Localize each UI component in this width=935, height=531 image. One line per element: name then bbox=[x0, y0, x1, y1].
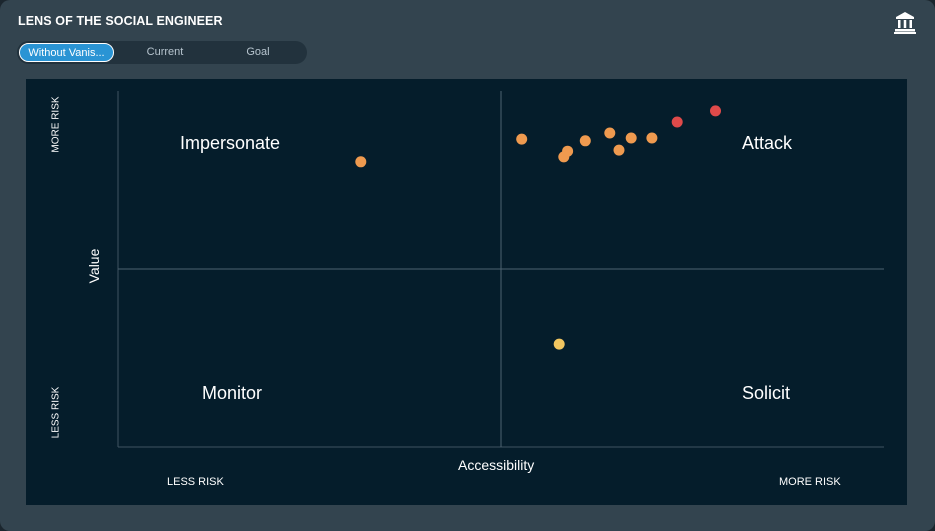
y-axis-high-label: MORE RISK bbox=[50, 96, 62, 153]
x-axis-high-label: MORE RISK bbox=[779, 476, 841, 488]
bank-building-icon bbox=[893, 11, 917, 35]
chart-canvas bbox=[117, 91, 884, 448]
quadrant-label-solicit: Solicit bbox=[742, 383, 791, 403]
data-point-12[interactable] bbox=[553, 338, 565, 350]
risk-quadrant-chart: MORE RISK LESS RISK Value Accessibility … bbox=[26, 79, 907, 505]
points-layer bbox=[355, 105, 721, 350]
toggle-goal[interactable]: Goal bbox=[246, 46, 270, 58]
data-point-5[interactable] bbox=[579, 135, 591, 147]
data-point-7[interactable] bbox=[613, 144, 625, 156]
quadrant-label-impersonate: Impersonate bbox=[180, 133, 281, 153]
quadrant-label-attack: Attack bbox=[742, 133, 793, 153]
card-title: LENS OF THE SOCIAL ENGINEER bbox=[18, 14, 223, 28]
quadrant-label-monitor: Monitor bbox=[202, 383, 263, 403]
data-point-11[interactable] bbox=[710, 105, 721, 117]
y-axis-title: Value bbox=[86, 248, 102, 284]
data-point-10[interactable] bbox=[671, 116, 683, 128]
data-point-8[interactable] bbox=[625, 132, 637, 144]
data-point-6[interactable] bbox=[604, 127, 616, 139]
data-point-9[interactable] bbox=[646, 132, 658, 144]
y-axis-low-label: LESS RISK bbox=[50, 386, 62, 439]
data-point-4[interactable] bbox=[562, 145, 574, 157]
data-point-2[interactable] bbox=[516, 133, 528, 145]
toggle-without-vanishing[interactable]: Without Vanis... bbox=[19, 43, 114, 62]
data-point-1[interactable] bbox=[355, 156, 367, 168]
scenario-toggle: Without Vanis... Current Goal bbox=[17, 41, 307, 64]
x-axis-title: Accessibility bbox=[458, 457, 535, 473]
toggle-current[interactable]: Current bbox=[146, 46, 184, 58]
x-axis-low-label: LESS RISK bbox=[167, 476, 224, 488]
